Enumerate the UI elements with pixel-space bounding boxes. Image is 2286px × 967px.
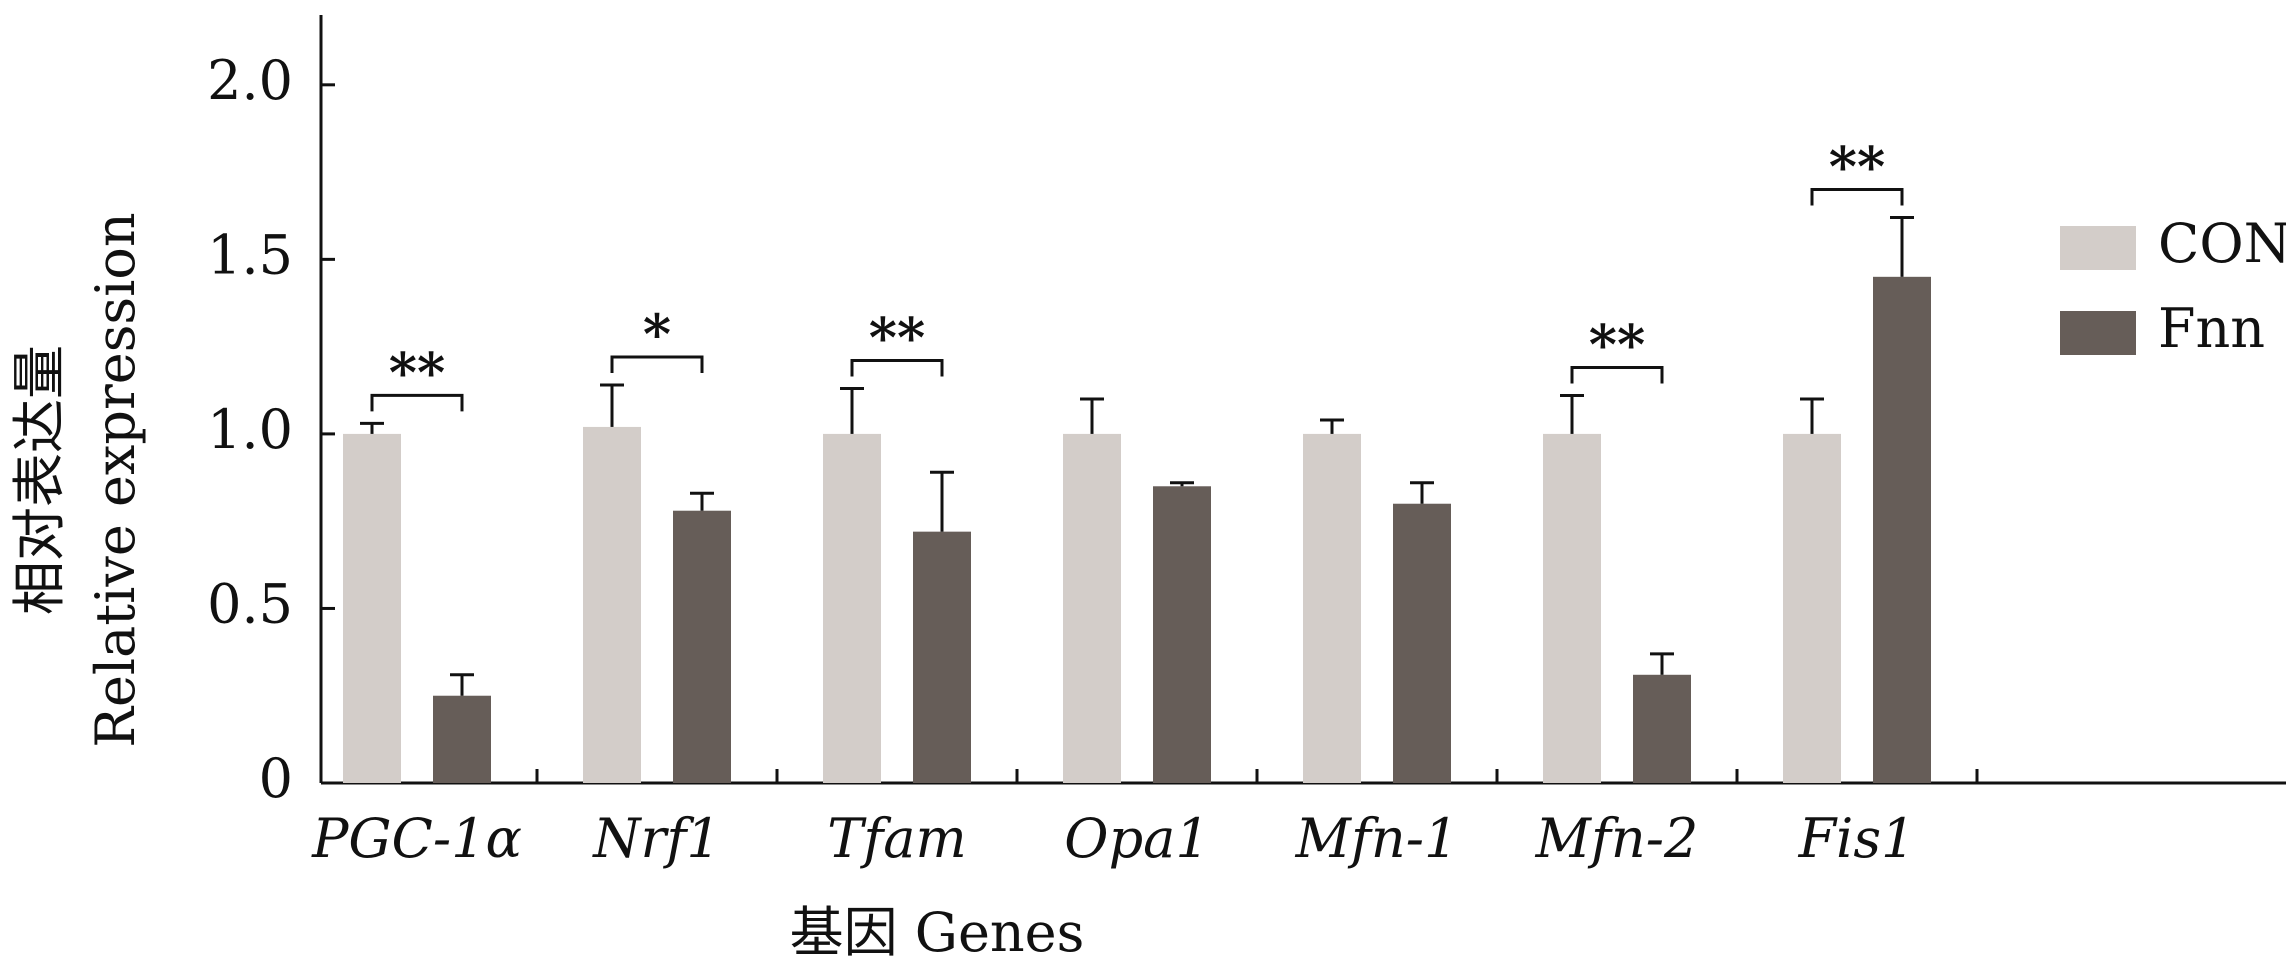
legend-swatch [2060,226,2136,270]
bar [913,531,971,783]
significance-bracket [850,359,944,377]
bar [583,426,641,783]
bar [1873,276,1931,783]
bar [1063,433,1121,783]
bar [1633,674,1691,783]
x-tick-label: Mfn-1 [1295,807,1459,870]
bar [1543,433,1601,783]
bar [823,433,881,783]
legend-label: CON [2158,212,2286,275]
significance-label: ** [869,306,925,370]
y-axis-label: 相对表达量 [8,345,71,615]
significance-bracket [1810,187,1904,206]
y-tick-label: 2.0 [207,49,293,112]
x-tick-label: Mfn-2 [1535,807,1699,870]
y-tick-label: 0 [259,747,293,810]
significance-label: ** [1829,135,1885,199]
significance-bracket [610,355,704,374]
x-tick-label: PGC-1α [311,807,522,870]
y-tick-label: 1.5 [207,223,293,286]
bar [673,510,731,783]
x-tick-label: Opa1 [1064,807,1209,870]
bar [1303,433,1361,783]
bar [1153,486,1211,783]
x-tick-label: Nrf1 [591,807,720,870]
significance-bracket [1570,366,1664,384]
significance-bracket [370,393,464,412]
bar [1393,503,1451,783]
bar [433,695,491,783]
y-tick-label: 1.0 [207,398,293,461]
bar [343,433,401,783]
legend-swatch [2060,311,2136,355]
x-tick-label: Fis1 [1798,807,1916,870]
x-tick-label: Tfam [827,807,966,870]
significance-label: ** [389,341,445,405]
significance-label: * [643,302,671,366]
significance-label: ** [1589,313,1645,377]
y-axis-label: Relative expression [84,212,147,747]
legend-label: Fnn [2158,297,2265,360]
bar [1783,433,1841,783]
x-axis-label: 基因 Genes [790,901,1085,964]
y-tick-label: 0.5 [207,572,293,635]
